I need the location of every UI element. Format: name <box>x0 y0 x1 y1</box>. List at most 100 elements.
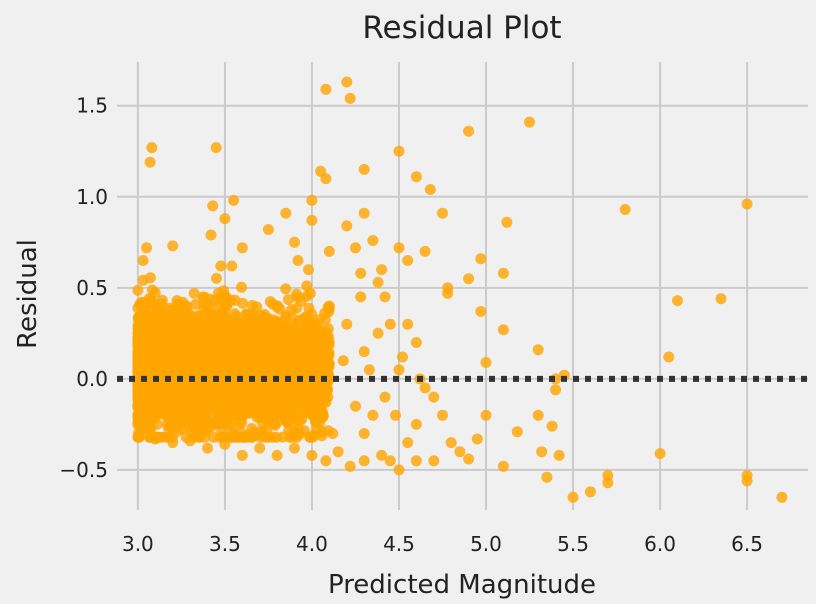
scatter-point <box>393 145 405 157</box>
scatter-point <box>211 272 222 284</box>
x-tick-label-2: 4.0 <box>296 532 328 556</box>
scatter-point <box>442 287 454 299</box>
scatter-point <box>553 449 565 461</box>
scatter-point <box>132 284 144 296</box>
scatter-point <box>410 337 422 348</box>
scatter-point <box>207 200 219 212</box>
scatter-point <box>410 455 422 467</box>
scatter-point <box>146 313 158 325</box>
scatter-point <box>741 475 753 487</box>
scatter-point <box>249 395 261 407</box>
scatter-point <box>200 366 212 378</box>
scatter-point <box>219 438 231 450</box>
scatter-point <box>292 360 304 372</box>
scatter-point <box>320 83 332 95</box>
scatter-point <box>419 382 431 394</box>
chart-title: Residual Plot <box>362 10 561 46</box>
scatter-point <box>350 400 361 412</box>
scatter-point <box>165 314 177 326</box>
scatter-point <box>256 427 268 439</box>
scatter-point <box>228 428 240 439</box>
scatter-point <box>475 306 487 317</box>
scatter-point <box>304 431 316 443</box>
scatter-point <box>259 309 271 320</box>
scatter-point <box>267 298 279 310</box>
scatter-point <box>437 409 448 421</box>
scatter-point <box>221 391 233 403</box>
scatter-point <box>532 344 544 356</box>
scatter-point <box>202 442 213 454</box>
scatter-point <box>358 428 370 439</box>
scatter-point <box>196 423 208 435</box>
x-tick-label-0: 3.0 <box>122 532 154 556</box>
scatter-point <box>170 326 182 338</box>
scatter-point <box>135 424 147 436</box>
scatter-point <box>240 383 252 395</box>
scatter-point <box>402 318 414 330</box>
scatter-point <box>480 409 492 421</box>
scatter-point <box>350 242 361 254</box>
scatter-point <box>254 442 266 454</box>
scatter-point <box>219 338 231 350</box>
scatter-point <box>197 319 209 331</box>
scatter-point <box>236 281 247 293</box>
scatter-point <box>271 431 283 443</box>
scatter-point <box>144 272 156 284</box>
scatter-point <box>228 194 240 206</box>
y-tick-label-3: 1.0 <box>76 185 108 209</box>
scatter-point <box>289 403 301 415</box>
scatter-point <box>550 384 562 396</box>
scatter-point <box>176 382 187 394</box>
scatter-point <box>250 344 262 356</box>
scatter-point <box>232 392 244 404</box>
scatter-point <box>215 260 227 272</box>
scatter-point <box>315 404 327 416</box>
scatter-point <box>344 460 356 472</box>
scatter-point <box>142 406 154 418</box>
scatter-point <box>323 300 335 312</box>
scatter-point <box>402 437 414 449</box>
scatter-point <box>715 293 727 305</box>
scatter-point <box>178 337 190 349</box>
scatter-point <box>197 302 209 314</box>
scatter-point <box>282 334 294 346</box>
scatter-point <box>145 387 157 399</box>
scatter-point <box>134 335 146 346</box>
scatter-point <box>776 491 788 503</box>
scatter-point <box>501 216 513 228</box>
scatter-point <box>146 142 158 154</box>
x-tick-label-5: 5.5 <box>557 532 589 556</box>
scatter-point <box>323 358 335 370</box>
scatter-point <box>546 420 558 432</box>
scatter-point <box>341 220 353 232</box>
scatter-point <box>393 242 405 254</box>
scatter-point <box>144 156 156 168</box>
scatter-point <box>246 299 258 311</box>
scatter-point <box>511 426 523 438</box>
scatter-point <box>230 315 242 327</box>
x-tick-label-6: 6.0 <box>644 532 676 556</box>
scatter-point <box>341 318 353 330</box>
scatter-point <box>306 449 318 461</box>
scatter-point <box>308 383 320 395</box>
scatter-point <box>281 404 293 416</box>
scatter-point <box>226 260 238 272</box>
scatter-point <box>249 320 261 332</box>
scatter-point <box>178 407 190 419</box>
scatter-point <box>363 364 375 376</box>
scatter-point <box>172 420 184 432</box>
scatter-point <box>480 357 492 368</box>
scatter-point <box>134 298 146 310</box>
y-tick-labels: −0.5 0.0 0.5 1.0 1.5 <box>59 94 108 482</box>
x-tick-label-1: 3.5 <box>209 532 241 556</box>
scatter-point <box>390 409 401 421</box>
scatter-point <box>305 401 316 413</box>
scatter-point <box>256 408 268 420</box>
scatter-point <box>741 198 753 210</box>
scatter-point <box>602 477 614 489</box>
scatter-point <box>219 213 231 225</box>
scatter-point <box>158 339 170 351</box>
scatter-point <box>133 360 145 372</box>
scatter-point <box>410 171 422 183</box>
